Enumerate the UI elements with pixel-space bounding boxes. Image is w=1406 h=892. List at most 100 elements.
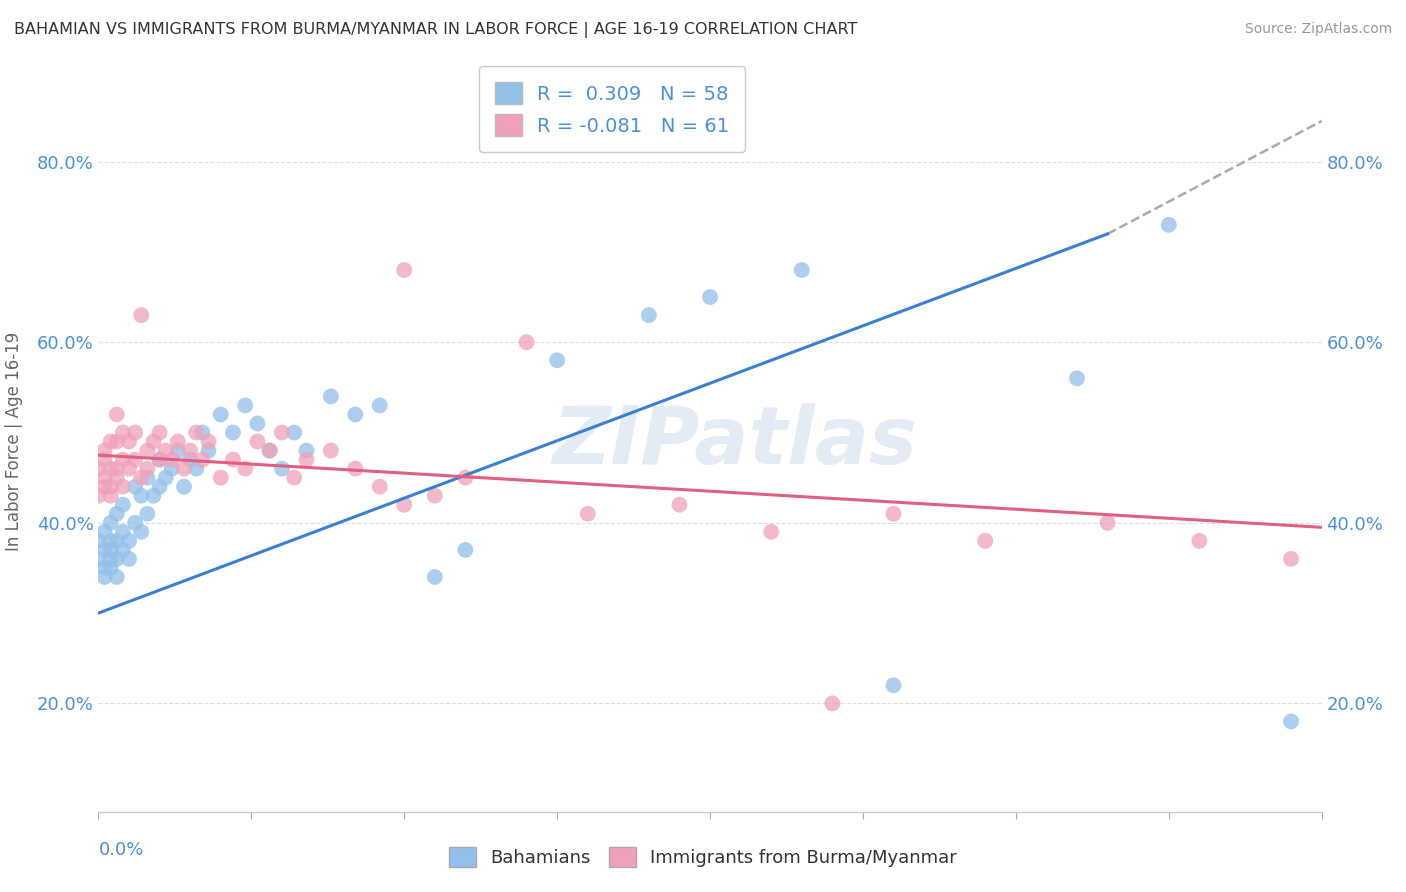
- Point: [87, 552, 110, 566]
- Point: [186, 425, 208, 440]
- Point: [100, 480, 122, 494]
- Point: [100, 542, 122, 557]
- Point: [516, 335, 538, 350]
- Point: [124, 452, 146, 467]
- Point: [173, 480, 195, 494]
- Point: [179, 443, 201, 458]
- Point: [179, 452, 201, 467]
- Point: [118, 461, 141, 475]
- Point: [246, 434, 269, 449]
- Point: [129, 308, 152, 322]
- Point: [392, 498, 416, 512]
- Point: [423, 570, 446, 584]
- Point: [576, 507, 599, 521]
- Point: [454, 470, 477, 484]
- Point: [93, 470, 115, 484]
- Point: [270, 461, 292, 475]
- Point: [186, 461, 208, 475]
- Point: [668, 498, 690, 512]
- Point: [319, 443, 342, 458]
- Point: [136, 461, 159, 475]
- Point: [111, 425, 134, 440]
- Point: [197, 434, 219, 449]
- Point: [368, 480, 391, 494]
- Point: [93, 561, 115, 575]
- Point: [149, 452, 172, 467]
- Point: [100, 561, 122, 575]
- Point: [1066, 371, 1088, 385]
- Point: [142, 434, 165, 449]
- Point: [93, 443, 115, 458]
- Point: [759, 524, 782, 539]
- Point: [142, 489, 165, 503]
- Point: [87, 489, 110, 503]
- Point: [105, 408, 128, 422]
- Point: [270, 425, 292, 440]
- Point: [209, 408, 232, 422]
- Point: [100, 434, 122, 449]
- Point: [368, 399, 391, 413]
- Point: [454, 542, 477, 557]
- Point: [93, 452, 115, 467]
- Point: [883, 678, 905, 692]
- Point: [821, 697, 844, 711]
- Point: [259, 443, 281, 458]
- Point: [129, 524, 152, 539]
- Point: [197, 443, 219, 458]
- Point: [1188, 533, 1211, 548]
- Point: [173, 461, 195, 475]
- Point: [167, 434, 190, 449]
- Point: [118, 552, 141, 566]
- Point: [246, 417, 269, 431]
- Point: [100, 516, 122, 530]
- Point: [974, 533, 997, 548]
- Point: [160, 452, 183, 467]
- Point: [100, 461, 122, 475]
- Point: [149, 452, 172, 467]
- Point: [344, 408, 367, 422]
- Point: [637, 308, 661, 322]
- Point: [136, 443, 159, 458]
- Text: ZIPatlas: ZIPatlas: [553, 402, 917, 481]
- Point: [93, 570, 115, 584]
- Point: [283, 425, 305, 440]
- Point: [105, 552, 128, 566]
- Point: [100, 552, 122, 566]
- Point: [87, 461, 110, 475]
- Point: [233, 461, 256, 475]
- Point: [129, 470, 152, 484]
- Point: [129, 489, 152, 503]
- Point: [124, 480, 146, 494]
- Point: [1279, 714, 1302, 729]
- Text: BAHAMIAN VS IMMIGRANTS FROM BURMA/MYANMAR IN LABOR FORCE | AGE 16-19 CORRELATION: BAHAMIAN VS IMMIGRANTS FROM BURMA/MYANMA…: [14, 22, 858, 38]
- Point: [111, 542, 134, 557]
- Point: [93, 524, 115, 539]
- Point: [1279, 552, 1302, 566]
- Point: [222, 452, 245, 467]
- Point: [136, 470, 159, 484]
- Point: [233, 399, 256, 413]
- Point: [100, 533, 122, 548]
- Point: [105, 461, 128, 475]
- Legend: R =  0.309   N = 58, R = -0.081   N = 61: R = 0.309 N = 58, R = -0.081 N = 61: [479, 66, 745, 152]
- Point: [392, 263, 416, 277]
- Point: [124, 516, 146, 530]
- Point: [160, 461, 183, 475]
- Point: [111, 452, 134, 467]
- Point: [1157, 218, 1180, 232]
- Point: [111, 498, 134, 512]
- Text: Source: ZipAtlas.com: Source: ZipAtlas.com: [1244, 22, 1392, 37]
- Point: [283, 470, 305, 484]
- Point: [222, 425, 245, 440]
- Point: [259, 443, 281, 458]
- Point: [105, 507, 128, 521]
- Text: 0.0%: 0.0%: [98, 841, 143, 859]
- Point: [111, 480, 134, 494]
- Point: [118, 434, 141, 449]
- Point: [191, 425, 214, 440]
- Point: [136, 507, 159, 521]
- Point: [118, 533, 141, 548]
- Point: [546, 353, 568, 368]
- Point: [93, 542, 115, 557]
- Point: [105, 533, 128, 548]
